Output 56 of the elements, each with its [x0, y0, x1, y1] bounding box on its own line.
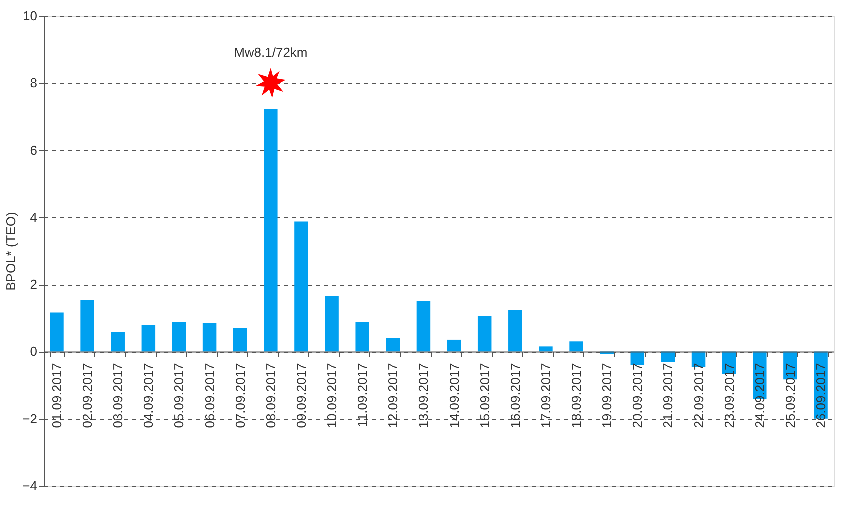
x-tick-label: 02.09.2017: [80, 363, 96, 428]
x-tick-label: 17.09.2017: [538, 363, 554, 428]
x-tick-label: 01.09.2017: [49, 363, 64, 428]
bar: [325, 296, 339, 352]
x-tick-label: 19.09.2017: [600, 363, 615, 428]
bar: [386, 338, 400, 352]
bar: [233, 328, 248, 352]
x-tick-label: 16.09.2017: [508, 363, 523, 428]
x-tick-label: 12.09.2017: [386, 363, 401, 428]
x-tick-label: 24.09.2017: [752, 363, 768, 428]
x-tick-label: 06.09.2017: [202, 363, 218, 428]
bar: [142, 326, 156, 352]
x-tick-label: 13.09.2017: [416, 363, 432, 428]
y-tick-label: 4: [30, 210, 38, 225]
bar: [172, 322, 186, 352]
y-tick-label: 0: [30, 344, 38, 360]
x-tick-label: 07.09.2017: [232, 363, 248, 428]
bar: [111, 332, 125, 352]
bar: [478, 316, 492, 352]
x-tick-label: 23.09.2017: [722, 363, 737, 428]
x-tick-label: 04.09.2017: [141, 363, 156, 428]
x-tick-label: 22.09.2017: [691, 363, 706, 428]
bar: [50, 312, 64, 352]
bar: [570, 342, 584, 352]
y-tick-label: 10: [23, 8, 38, 24]
x-tick-label: 05.09.2017: [172, 363, 187, 428]
y-tick-label: −2: [22, 411, 38, 426]
y-tick-label: 8: [30, 76, 38, 91]
bar: [202, 324, 217, 352]
x-tick-label: 14.09.2017: [446, 363, 462, 428]
bar: [356, 322, 370, 352]
bar: [661, 352, 676, 362]
x-tick-label: 20.09.2017: [630, 363, 646, 428]
y-tick-label: −4: [22, 478, 38, 494]
x-tick-label: 03.09.2017: [110, 363, 126, 428]
x-tick-label: 18.09.2017: [569, 363, 584, 428]
y-tick-label: 2: [30, 277, 38, 292]
bar: [416, 301, 431, 352]
bar: [447, 340, 462, 352]
x-tick-label: 15.09.2017: [477, 363, 492, 428]
bar: [539, 346, 553, 352]
y-axis-title: BPOL* (TEO): [4, 212, 19, 291]
annotation: Mw8.1/72km: [234, 45, 308, 60]
x-tick-label: 26.09.2017: [814, 363, 829, 428]
x-tick-label: 21.09.2017: [660, 363, 676, 428]
x-tick-label: 25.09.2017: [782, 363, 798, 428]
bar: [264, 109, 278, 352]
bar: [508, 310, 522, 352]
x-tick-label: 08.09.2017: [263, 363, 278, 428]
bar: [630, 352, 645, 366]
x-tick-label: 09.09.2017: [294, 363, 309, 428]
bar: [294, 222, 308, 352]
x-tick-label: 11.09.2017: [355, 363, 370, 428]
bar: [80, 300, 94, 352]
y-tick-label: 6: [30, 142, 38, 158]
x-tick-label: 10.09.2017: [324, 363, 340, 428]
